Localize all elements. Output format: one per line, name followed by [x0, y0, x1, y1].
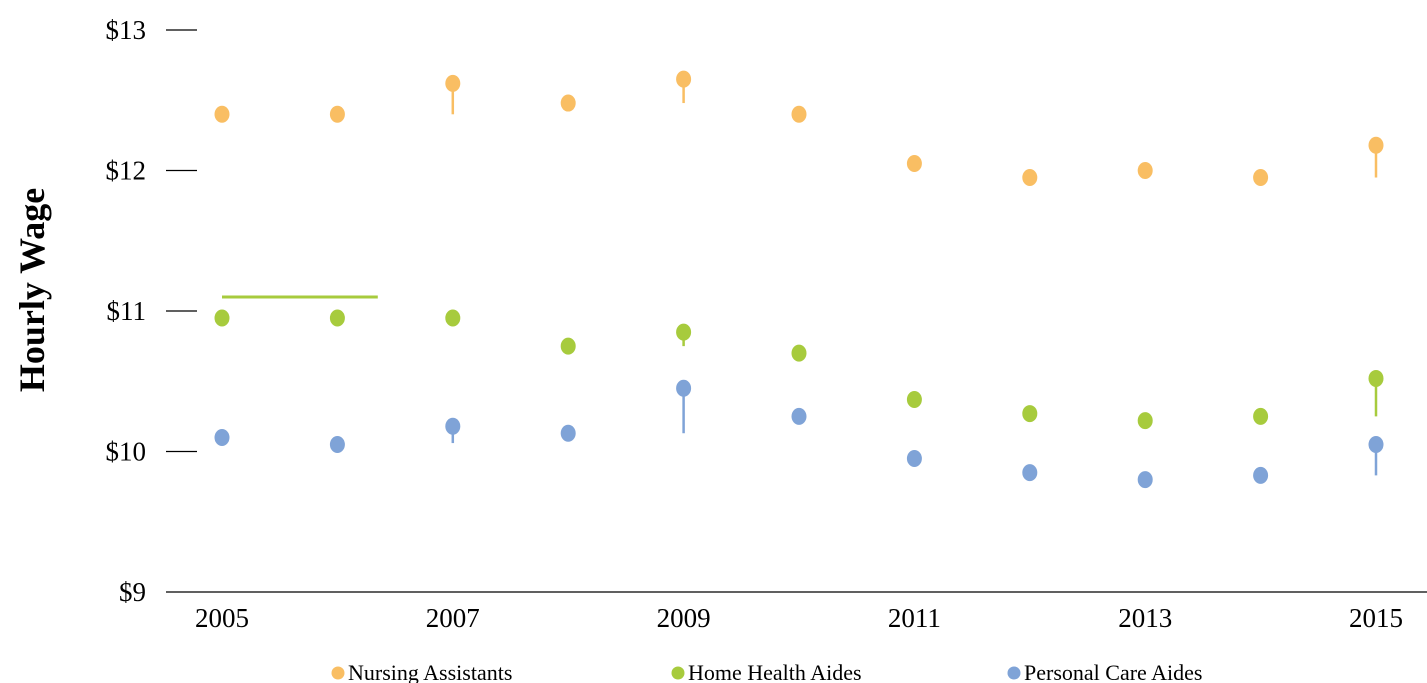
x-tick-label: 2013 — [1118, 603, 1172, 633]
data-point — [560, 424, 576, 442]
y-tick-label: $11 — [107, 296, 147, 326]
y-axis-title-group: Hourly Wage — [12, 188, 52, 392]
data-point — [1368, 369, 1384, 387]
x-axis-ticks: 2005 2007 2009 2011 2013 2015 — [195, 603, 1403, 633]
legend-label: Home Health Aides — [688, 660, 862, 683]
data-point — [676, 379, 692, 397]
data-point — [560, 94, 576, 112]
legend-marker — [671, 666, 685, 680]
y-tick-label: $10 — [106, 437, 147, 467]
legend-item: Home Health Aides — [671, 660, 862, 683]
data-point — [791, 344, 807, 362]
data-point — [1253, 169, 1269, 187]
legend-label: Personal Care Aides — [1024, 660, 1202, 683]
x-tick-label: 2005 — [195, 603, 249, 633]
data-point — [906, 154, 922, 172]
y-tick-label: $12 — [106, 156, 147, 186]
data-point — [445, 417, 461, 435]
legend-item: Personal Care Aides — [1007, 660, 1202, 683]
data-point — [329, 105, 345, 123]
data-point — [1022, 405, 1038, 423]
legend-label: Nursing Assistants — [348, 660, 512, 683]
data-point — [791, 105, 807, 123]
y-tick-label: $9 — [119, 577, 146, 607]
data-point — [329, 309, 345, 327]
legend: Nursing Assistants Home Health Aides Perso… — [331, 660, 1202, 683]
y-axis-title: Hourly Wage — [12, 188, 52, 392]
data-point — [906, 391, 922, 409]
legend-marker — [331, 666, 345, 680]
data-point — [1368, 435, 1384, 453]
data-point — [214, 309, 230, 327]
series-home-health-aides — [214, 309, 1384, 430]
data-point — [1022, 464, 1038, 482]
x-tick-label: 2007 — [426, 603, 480, 633]
data-point — [1137, 471, 1153, 489]
data-point — [214, 105, 230, 123]
legend-marker — [1007, 666, 1021, 680]
data-point — [906, 450, 922, 468]
data-point — [560, 337, 576, 355]
data-point — [1137, 412, 1153, 430]
data-point — [445, 309, 461, 327]
data-point — [1137, 162, 1153, 179]
data-point — [1253, 407, 1269, 425]
data-point — [1253, 466, 1269, 484]
x-tick-label: 2011 — [888, 603, 941, 633]
data-point — [1368, 136, 1384, 154]
series-layer — [214, 70, 1384, 489]
legend-item: Nursing Assistants — [331, 660, 512, 683]
y-tick-label: $13 — [106, 15, 147, 45]
x-tick-label: 2015 — [1349, 603, 1403, 633]
data-point — [676, 323, 692, 341]
data-point — [329, 435, 345, 453]
data-point — [214, 428, 230, 446]
y-axis-ticks: $9 $10 $11 $12 $13 — [106, 15, 197, 607]
x-tick-label: 2009 — [657, 603, 711, 633]
data-point — [1022, 169, 1038, 187]
series-nursing-assistants — [214, 70, 1384, 187]
data-point — [676, 70, 692, 88]
series-personal-care-aides — [214, 379, 1384, 489]
data-point — [791, 407, 807, 425]
data-point — [445, 74, 461, 92]
